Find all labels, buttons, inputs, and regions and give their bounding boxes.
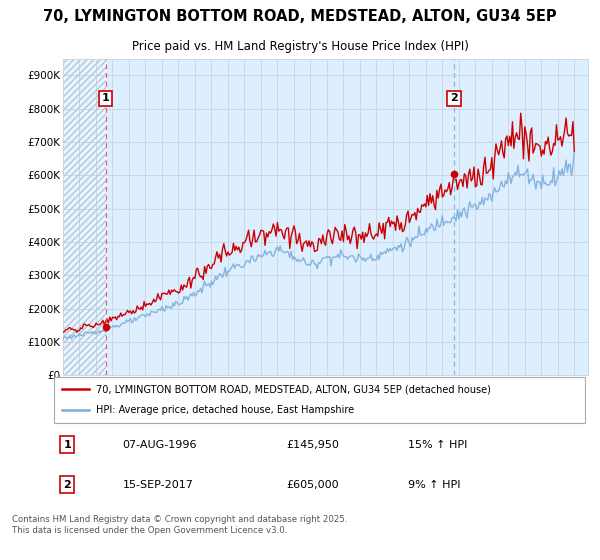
Text: 2: 2 xyxy=(450,94,458,104)
Text: 70, LYMINGTON BOTTOM ROAD, MEDSTEAD, ALTON, GU34 5EP (detached house): 70, LYMINGTON BOTTOM ROAD, MEDSTEAD, ALT… xyxy=(97,384,491,394)
Text: £605,000: £605,000 xyxy=(286,479,339,489)
Text: HPI: Average price, detached house, East Hampshire: HPI: Average price, detached house, East… xyxy=(97,405,355,416)
Text: 1: 1 xyxy=(64,440,71,450)
Bar xyxy=(63,59,106,375)
Text: 15-SEP-2017: 15-SEP-2017 xyxy=(122,479,194,489)
Text: 07-AUG-1996: 07-AUG-1996 xyxy=(122,440,197,450)
Text: 70, LYMINGTON BOTTOM ROAD, MEDSTEAD, ALTON, GU34 5EP: 70, LYMINGTON BOTTOM ROAD, MEDSTEAD, ALT… xyxy=(43,9,557,24)
Text: 15% ↑ HPI: 15% ↑ HPI xyxy=(408,440,467,450)
Text: 9% ↑ HPI: 9% ↑ HPI xyxy=(408,479,460,489)
Text: £145,950: £145,950 xyxy=(286,440,339,450)
Text: 2: 2 xyxy=(64,479,71,489)
Text: Contains HM Land Registry data © Crown copyright and database right 2025.
This d: Contains HM Land Registry data © Crown c… xyxy=(12,515,347,535)
Bar xyxy=(63,59,106,375)
Text: 1: 1 xyxy=(101,94,109,104)
FancyBboxPatch shape xyxy=(54,377,585,423)
Text: Price paid vs. HM Land Registry's House Price Index (HPI): Price paid vs. HM Land Registry's House … xyxy=(131,40,469,53)
